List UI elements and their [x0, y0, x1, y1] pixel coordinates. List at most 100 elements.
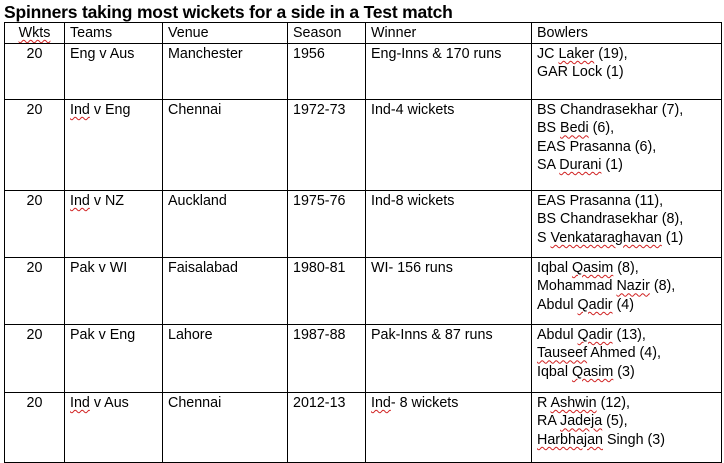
season-value: 2012-13	[293, 395, 346, 411]
header-wkts: Wkts	[4, 22, 65, 44]
season-value: 1975-76	[293, 193, 346, 209]
header-season: Season	[287, 22, 366, 44]
bowler-text: (6),	[588, 120, 615, 137]
cell-bowlers: Abdul Qadir (13), Tauseef Ahmed (4), Iqbal…	[531, 324, 722, 393]
teams-value: Pak v WI	[70, 260, 128, 276]
bowler-line: EAS Prasanna (11),	[537, 192, 716, 210]
season-value: 1972-73	[293, 102, 346, 118]
teams-value: Eng v Aus	[70, 46, 135, 62]
cell-teams: Eng v Aus	[64, 43, 163, 100]
winner-value: Eng-Inns & 170 runs	[371, 46, 502, 62]
cell-teams: Ind v Aus	[64, 392, 163, 463]
bowler-name: Qadir	[577, 327, 613, 343]
cell-teams: Pak v Eng	[64, 324, 163, 393]
cell-season: 1980-81	[287, 257, 366, 325]
wkts-value: 20	[26, 102, 43, 118]
bowler-text: EAS Prasanna (11),	[537, 193, 664, 209]
cell-venue: Manchester	[162, 43, 288, 100]
bowler-line: SA Durani (1)	[537, 156, 716, 174]
winner-value: Pak-Inns & 87 runs	[371, 327, 493, 343]
wkts-value: 20	[26, 395, 43, 411]
bowler-text: BS Chandrasekhar (7),	[537, 102, 684, 118]
cell-venue: Chennai	[162, 99, 288, 191]
bowler-text: JC	[537, 46, 559, 62]
bowler-name: Bedi	[560, 120, 589, 137]
cell-venue: Auckland	[162, 190, 288, 258]
header-winner: Winner	[365, 22, 532, 44]
teams-value: Pak v Eng	[70, 327, 136, 343]
cell-winner: WI- 156 runs	[365, 257, 532, 325]
bowler-text: BS	[537, 120, 561, 137]
cell-bowlers: EAS Prasanna (11), BS Chandrasekhar (8), S…	[531, 190, 722, 258]
bowler-line: Iqbal Qasim (3)	[537, 363, 716, 381]
bowler-text: Singh (3)	[602, 431, 665, 448]
cell-bowlers: BS Chandrasekhar (7), BS Bedi (6), EAS Pra…	[531, 99, 722, 191]
teams-value: v Aus	[89, 395, 129, 411]
bowler-name: Ashwin	[550, 395, 597, 411]
cell-winner: Eng-Inns & 170 runs	[365, 43, 532, 100]
cell-season: 1987-88	[287, 324, 366, 393]
cell-venue: Faisalabad	[162, 257, 288, 325]
winner-value: - 8 wickets	[390, 395, 459, 411]
bowler-line: BS Bedi (6),	[537, 119, 716, 137]
header-bowlers: Bowlers	[531, 22, 722, 44]
bowler-text: (1)	[601, 157, 623, 174]
bowler-name: Venkataraghavan	[550, 229, 662, 246]
bowler-name: Qadir	[577, 296, 613, 313]
cell-venue: Chennai	[162, 392, 288, 463]
bowler-line: BS Chandrasekhar (8),	[537, 210, 716, 228]
wkts-value: 20	[26, 260, 43, 276]
bowler-name: Nazir	[616, 278, 650, 295]
bowler-line: Harbhajan Singh (3)	[537, 431, 716, 449]
bowler-text: Iqbal	[537, 260, 572, 276]
bowler-line: R Ashwin (12),	[537, 394, 716, 412]
header-venue: Venue	[162, 22, 288, 44]
bowler-text: (4)	[612, 296, 634, 313]
bowler-text: BS Chandrasekhar (8),	[537, 211, 684, 228]
bowler-text: Mohammad	[537, 278, 617, 295]
bowler-name: Qasim	[571, 260, 614, 276]
cell-season: 1956	[287, 43, 366, 100]
bowler-text: SA	[537, 157, 560, 174]
teams-value-part: Ind	[70, 102, 90, 118]
season-value: 1956	[293, 46, 325, 62]
bowler-text: R	[537, 395, 551, 411]
bowler-text: (1)	[661, 229, 684, 246]
cell-wkts: 20	[4, 43, 65, 100]
bowler-text: Ahmed (4),	[587, 345, 661, 362]
bowler-text: (5),	[602, 413, 628, 430]
page-title: Spinners taking most wickets for a side …	[4, 2, 453, 22]
cell-wkts: 20	[4, 257, 65, 325]
cell-bowlers: Iqbal Qasim (8), Mohammad Nazir (8), Abdul…	[531, 257, 722, 325]
bowler-name: Jadeja	[560, 413, 603, 430]
header-row: Wkts Teams Venue Season Winner Bowlers	[4, 22, 722, 44]
cell-wkts: 20	[4, 392, 65, 463]
venue-value: Faisalabad	[168, 260, 238, 276]
wkts-value: 20	[26, 46, 43, 62]
bowler-line: Tauseef Ahmed (4),	[537, 344, 716, 362]
cell-winner: Ind- 8 wickets	[365, 392, 532, 463]
bowler-line: Abdul Qadir (13),	[537, 326, 716, 344]
bowler-text: (8),	[649, 278, 676, 295]
bowler-text: Abdul	[537, 296, 578, 313]
venue-value: Chennai	[168, 102, 222, 118]
teams-value-part: Ind	[70, 193, 90, 209]
cell-bowlers: JC Laker (19), GAR Lock (1)	[531, 43, 722, 100]
bowler-text: EAS Prasanna (6),	[537, 138, 657, 155]
cell-winner: Ind-8 wickets	[365, 190, 532, 258]
cell-venue: Lahore	[162, 324, 288, 393]
cell-teams: Pak v WI	[64, 257, 163, 325]
cell-wkts: 20	[4, 99, 65, 191]
bowler-text: (8),	[613, 260, 639, 276]
cell-winner: Ind-4 wickets	[365, 99, 532, 191]
bowler-text: (12),	[596, 395, 630, 411]
season-value: 1980-81	[293, 260, 346, 276]
cell-season: 2012-13	[287, 392, 366, 463]
table-row: 20 Ind v Aus Chennai 2012-13 Ind- 8 wickets R…	[4, 392, 722, 463]
winner-value: Ind-8 wickets	[371, 193, 455, 209]
cell-teams: Ind v NZ	[64, 190, 163, 258]
bowler-name: Laker	[558, 46, 595, 62]
bowler-text: (3)	[613, 363, 635, 380]
table-row: 20 Ind v NZ Auckland 1975-76 Ind-8 wickets EA…	[4, 190, 722, 258]
bowler-line: GAR Lock (1)	[537, 63, 716, 81]
